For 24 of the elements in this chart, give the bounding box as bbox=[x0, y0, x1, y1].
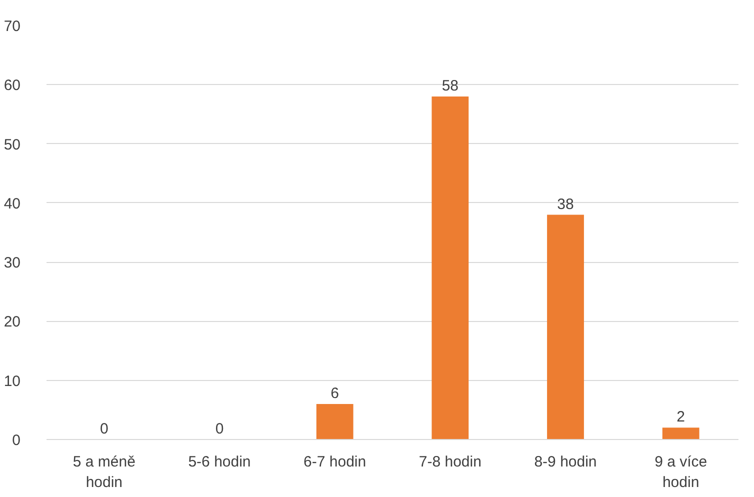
bar bbox=[547, 214, 584, 440]
x-tick-label: 5 a méně hodin bbox=[72, 454, 136, 491]
data-label: 38 bbox=[557, 196, 574, 213]
x-tick-label: 8-9 hodin bbox=[534, 454, 597, 470]
y-tick-label: 20 bbox=[4, 314, 21, 331]
y-tick-label: 30 bbox=[4, 254, 21, 272]
data-label: 6 bbox=[330, 385, 340, 402]
y-tick-label: 60 bbox=[4, 77, 21, 94]
data-label: 0 bbox=[215, 420, 224, 438]
x-tick-label: 6-7 hodin bbox=[304, 454, 366, 470]
bar bbox=[662, 428, 700, 440]
y-tick-label: 70 bbox=[4, 18, 21, 35]
x-tick-label: 7-8 hodin bbox=[418, 454, 482, 470]
y-tick-label: 50 bbox=[4, 136, 21, 154]
x-tick-label: 5-6 hodin bbox=[188, 454, 251, 470]
y-tick-label: 10 bbox=[4, 372, 21, 390]
bar bbox=[316, 404, 354, 440]
x-tick-label: 9 a více hodin bbox=[654, 454, 708, 491]
y-tick-label: 0 bbox=[12, 432, 20, 449]
data-label: 0 bbox=[100, 420, 108, 438]
y-tick-label: 40 bbox=[4, 195, 21, 212]
data-label: 2 bbox=[676, 408, 686, 426]
data-label: 58 bbox=[442, 77, 459, 94]
bar bbox=[432, 96, 469, 440]
